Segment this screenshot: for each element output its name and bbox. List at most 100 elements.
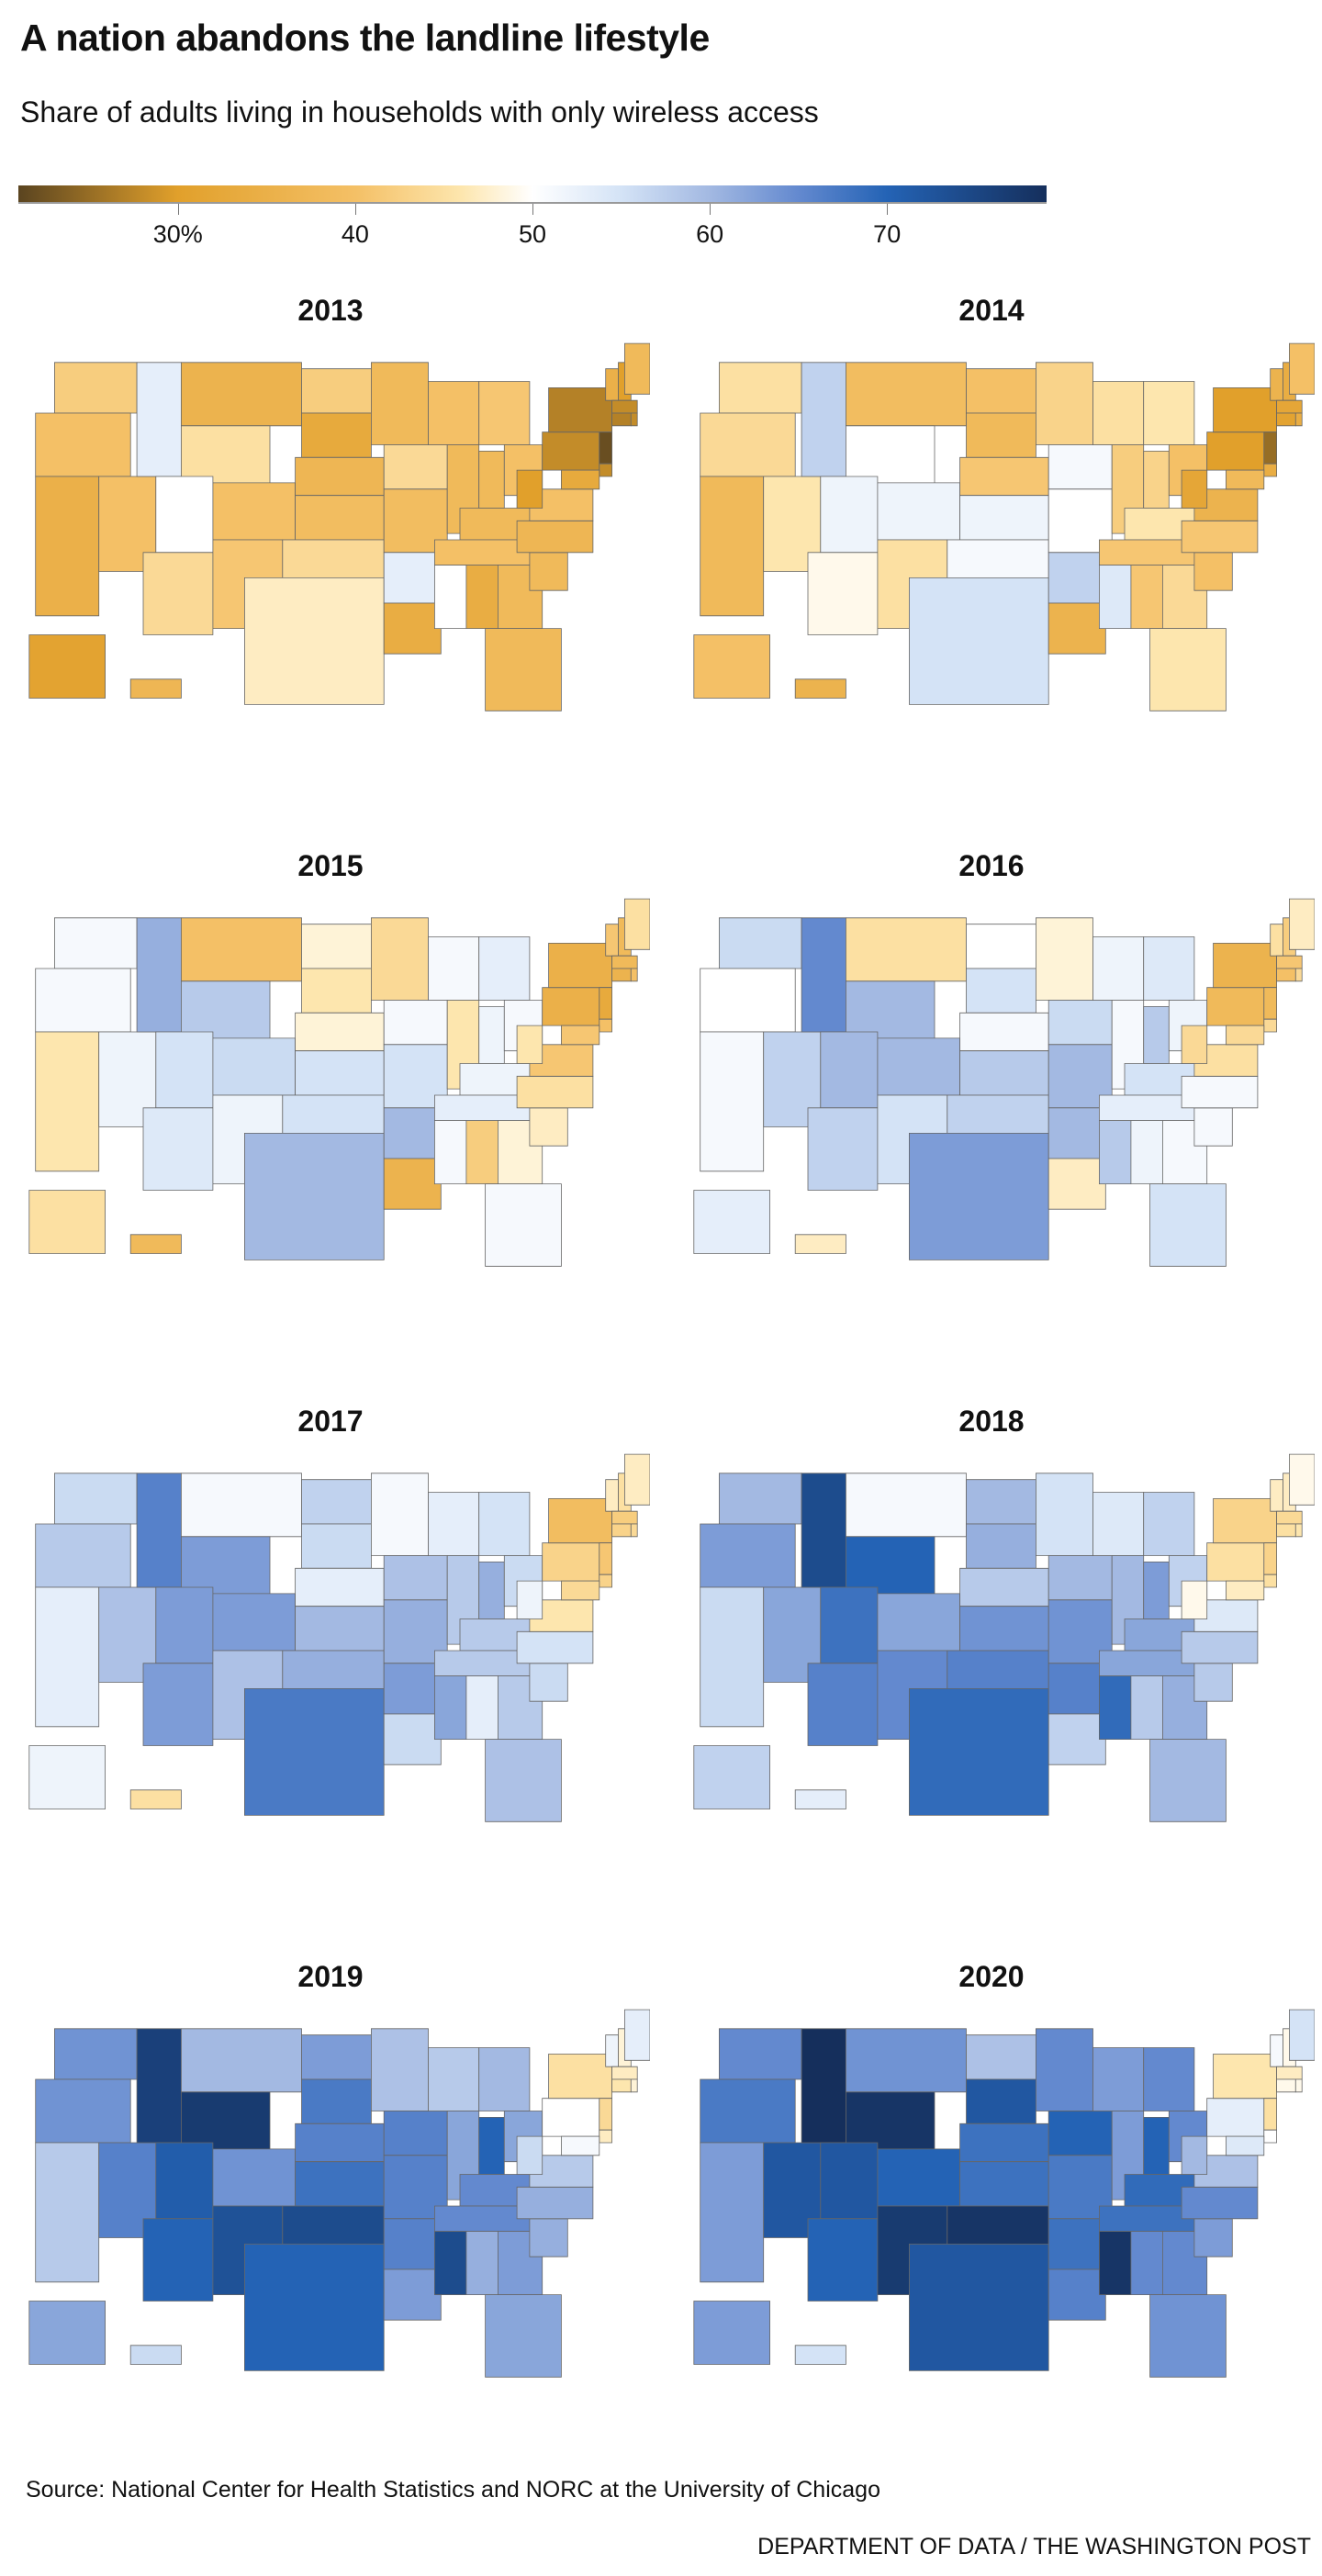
state-MS: MS: 58% [1099, 1121, 1131, 1184]
state-WA: WA: 60% [719, 1473, 801, 1524]
state-PA: PA: 30% [1207, 432, 1264, 470]
state-ME: ME: 38% [624, 343, 650, 394]
state-NY: NY: 30% [1214, 387, 1277, 431]
state-IA: IA: 70% [1048, 2111, 1112, 2156]
year-label: 2015 [297, 849, 364, 882]
state-TN: TN: 41% [1099, 540, 1194, 566]
state-NJ: NJ: 33% [599, 988, 612, 1020]
state-TX: TX: 69% [909, 1688, 1048, 1815]
state-WI: WI: 51% [429, 937, 479, 1001]
state-DE: DE: 45% [1264, 1574, 1277, 1587]
state-RI: RI: 34% [1295, 413, 1302, 426]
state-WV: WV: 56% [517, 2136, 543, 2174]
state-PA: PA: 45% [1207, 1543, 1264, 1581]
state-CA: CA: 63% [700, 2143, 764, 2282]
state-SD: SD: 55% [967, 969, 1036, 1013]
state-UT: UT: 72% [821, 2143, 878, 2219]
state-ID: ID: 74% [801, 1473, 846, 1587]
state-AL: AL: 41% [1131, 566, 1163, 629]
state-AR: AR: 66% [384, 2219, 434, 2269]
state-LA: LA: 57% [1048, 1714, 1105, 1764]
state-VT: VT: 51% [1271, 2035, 1283, 2067]
state-ID: ID: 66% [137, 1473, 181, 1587]
state-MA: MA: 41% [1277, 956, 1303, 969]
state-IN: IN: 43% [1144, 451, 1170, 508]
state-HI: HI: 53% [795, 1790, 846, 1809]
map-panel-2015: 2015 WA: 51%OR: 51%CA: 46%NV: 52%ID: 61%M… [0, 842, 661, 1397]
state-CT: CT: 36% [612, 969, 632, 981]
state-NE: NE: 37% [296, 457, 385, 495]
state-MT: MT: 51% [846, 1473, 966, 1537]
state-NJ: NJ: 43% [1264, 1543, 1277, 1575]
state-RI: RI: 48% [631, 2079, 637, 2092]
year-label: 2019 [297, 1960, 364, 1993]
state-IN: IN: 70% [1144, 2117, 1170, 2174]
state-WV: WV: 52% [517, 1581, 543, 1618]
state-MN: MN: 44% [371, 918, 428, 1001]
state-OK: OK: 55% [283, 1095, 384, 1133]
state-MA: MA: 28% [612, 400, 638, 413]
small-multiple-maps: 2013WA: 42%OR: 40%CA: 35%NV: 40%ID: 53%M… [0, 286, 1322, 2508]
state-WI: WI: 45% [1093, 382, 1144, 445]
state-MD: MD: 47% [1226, 1581, 1263, 1600]
state-WY: WY: 58% [181, 981, 270, 1038]
state-SC: SC: 40% [1194, 553, 1232, 590]
state-SC: SC: 61% [530, 2219, 567, 2257]
state-SC: SC: 58% [1194, 1663, 1232, 1701]
state-NE: NE: 58% [960, 1568, 1049, 1606]
state-ID: ID: 53% [137, 363, 181, 476]
state-AK: AK: 31% [29, 635, 106, 699]
state-CA: CA: 53% [36, 1587, 99, 1727]
state-DE: DE: 47% [599, 2130, 612, 2143]
state-AL: AL: 52% [1131, 1121, 1163, 1184]
state-MI: MI: 57% [1144, 1493, 1194, 1556]
map-panel-2016: 2016 WA: 56%OR: 50%CA: 51%NV: 57%ID: 65%M… [661, 842, 1322, 1397]
state-RI: RI: 46% [1295, 1524, 1302, 1537]
map-panel-2014: 2014 WA: 45%OR: 44%CA: 38%NV: 46%ID: 57%M… [661, 286, 1322, 842]
state-AZ: AZ: 63% [143, 1663, 213, 1746]
state-AL: AL: 58% [1131, 1676, 1163, 1740]
state-MA: MA: 47% [1277, 2066, 1303, 2079]
state-CA: CA: 51% [700, 1032, 764, 1171]
state-IA: IA: 51% [1048, 445, 1112, 489]
state-WY: WY: 60% [846, 981, 935, 1038]
state-UT: UT: 71% [156, 2143, 213, 2219]
legend-tick-label: 50 [518, 220, 547, 248]
state-NC: NC: 61% [517, 2187, 593, 2219]
state-VT: VT: 45% [1271, 924, 1283, 956]
us-map: WA: 60%OR: 63%CA: 56%NV: 62%ID: 74%MT: 5… [681, 1449, 1315, 1853]
state-HI: HI: 37% [130, 679, 181, 699]
state-AL: AL: 61% [466, 2232, 499, 2295]
state-WA: WA: 64% [54, 2029, 137, 2079]
state-IA: IA: 60% [1048, 1556, 1112, 1600]
legend-tick-label: 60 [696, 220, 724, 248]
state-NJ: NJ: 25% [1264, 432, 1277, 465]
state-FL: FL: 60% [1150, 1740, 1227, 1822]
state-AR: AR: 66% [1048, 1663, 1099, 1714]
state-CT: CT: 31% [1277, 413, 1296, 426]
state-ID: ID: 65% [801, 918, 846, 1032]
state-MI: MI: 54% [1144, 937, 1194, 1001]
state-PA: PA: 43% [543, 1543, 599, 1581]
state-TX: TX: 70% [244, 2244, 384, 2370]
state-AK: AK: 45% [29, 1191, 106, 1254]
state-NJ: NJ: 38% [1264, 988, 1277, 1020]
state-TX: TX: 60% [244, 1133, 384, 1260]
state-NV: NV: 40% [99, 476, 156, 572]
state-MS: MS: 74% [434, 2232, 466, 2295]
state-ME: ME: 45% [624, 899, 650, 949]
state-TN: TN: 53% [1099, 1095, 1194, 1121]
state-RI: RI: 40% [631, 969, 637, 981]
state-TX: TX: 63% [909, 1133, 1048, 1260]
state-IN: IN: 61% [479, 1562, 505, 1618]
state-MN: MN: 38% [371, 363, 428, 445]
state-PA: PA: 38% [1207, 988, 1264, 1025]
state-TX: TX: 72% [909, 2244, 1048, 2370]
state-ME: ME: 49% [1289, 1454, 1315, 1505]
state-AR: AR: 60% [384, 1108, 434, 1159]
state-HI: HI: 55% [795, 2346, 846, 2365]
state-RI: RI: 28% [631, 413, 637, 426]
state-AL: AL: 34% [466, 566, 499, 629]
state-UT: UT: 52% [821, 476, 878, 553]
state-MS: MS: 78% [1099, 2232, 1131, 2295]
